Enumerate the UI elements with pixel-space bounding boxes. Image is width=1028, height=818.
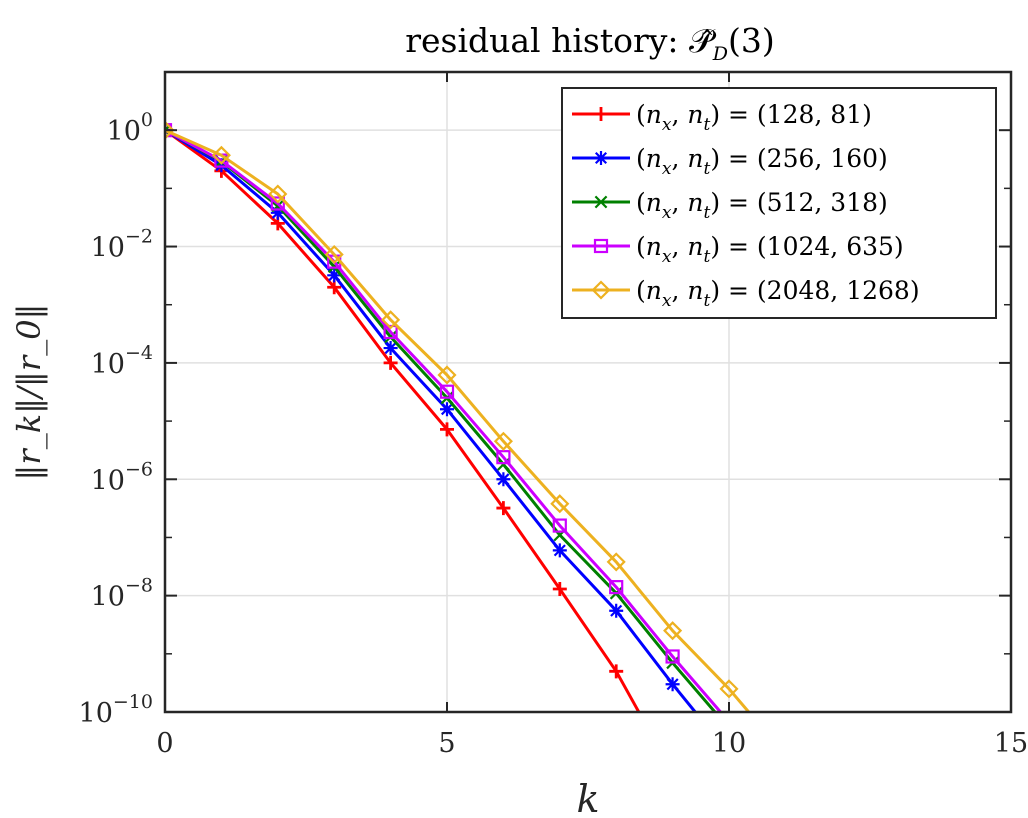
data-point [211, 145, 231, 165]
legend-entry: (nx, nt) = (256, 160) [572, 144, 888, 179]
x-axis-label: k [576, 777, 599, 818]
legend-label: (nx, nt) = (1024, 635) [636, 232, 904, 267]
y-tick-labels: 100 10−2 10−4 10−6 10−8 10−10 [79, 109, 153, 729]
y-tick-label: 10−10 [79, 691, 153, 729]
data-point [268, 184, 288, 204]
legend-label: (nx, nt) = (2048, 1268) [636, 276, 920, 311]
data-point [496, 450, 511, 465]
x-tick-labels: 0 5 10 15 [156, 728, 1028, 759]
legend-entry: (nx, nt) = (512, 318) [572, 188, 888, 223]
legend-label: (nx, nt) = (512, 318) [636, 188, 888, 223]
y-tick-label: 100 [107, 109, 153, 147]
data-point [719, 679, 739, 699]
data-point [324, 244, 344, 265]
data-point [493, 431, 513, 451]
x-tick-label: 10 [712, 728, 746, 759]
legend-box [561, 87, 997, 319]
data-point [214, 158, 229, 173]
data-point [383, 324, 398, 340]
data-point [665, 677, 680, 692]
x-tick-label: 0 [156, 728, 173, 759]
chart-title-tail: (3) [728, 21, 775, 60]
data-point [270, 196, 285, 211]
data-point [606, 552, 626, 572]
data-point [609, 580, 624, 595]
series-layer [165, 120, 750, 712]
x-tick-label: 15 [994, 728, 1028, 759]
data-point [552, 582, 567, 597]
legend-entry: (nx, nt) = (128, 81) [572, 100, 872, 135]
data-point [165, 120, 175, 140]
data-point [496, 501, 511, 516]
data-point [440, 402, 454, 417]
legend-label: (nx, nt) = (128, 81) [636, 100, 872, 135]
legend-swatch-marker [594, 195, 608, 209]
series-5 [165, 120, 750, 712]
data-point [665, 649, 680, 664]
data-point [381, 310, 401, 330]
chart-title-subscript: D [712, 43, 728, 65]
legend-entry: (nx, nt) = (2048, 1268) [572, 276, 920, 311]
series-line [165, 128, 722, 712]
legend-entry: (nx, nt) = (1024, 635) [572, 232, 904, 267]
data-point [440, 422, 454, 437]
axis-ticks [164, 71, 1012, 713]
chart-title-main: residual history: 𝒫̂ [405, 21, 717, 60]
legend-swatch-marker [594, 151, 608, 165]
chart-title: residual history: 𝒫̂D(3) [405, 21, 775, 65]
axes-box [163, 70, 1013, 714]
data-point [552, 518, 567, 533]
data-point [270, 205, 285, 220]
data-point [496, 472, 511, 487]
series-line [165, 128, 750, 712]
y-tick-label: 10−8 [91, 575, 153, 613]
series-line [165, 128, 641, 712]
legend-swatch-marker [594, 107, 608, 121]
legend-label: (nx, nt) = (256, 160) [636, 144, 888, 179]
series-2 [165, 123, 697, 712]
legend: (nx, nt) = (128, 81) (nx, nt) = (256, 160… [561, 87, 997, 319]
data-point [383, 355, 398, 370]
y-axis-label: ‖r_k‖/‖r_0‖ [10, 303, 48, 480]
data-point [609, 603, 624, 618]
data-point [550, 494, 570, 514]
data-point [327, 268, 342, 283]
data-point [327, 280, 342, 295]
legend-swatch-marker [593, 238, 609, 254]
y-tick-label: 10−6 [91, 458, 153, 496]
y-tick-label: 10−2 [91, 226, 153, 264]
data-point [609, 664, 624, 679]
y-tick-label: 10−4 [91, 342, 153, 380]
x-tick-label: 5 [438, 728, 455, 759]
data-point [552, 543, 567, 558]
legend-swatch-marker [591, 280, 611, 300]
data-point [663, 621, 683, 641]
data-point [439, 384, 455, 399]
data-point [437, 365, 457, 385]
data-point [383, 341, 398, 356]
